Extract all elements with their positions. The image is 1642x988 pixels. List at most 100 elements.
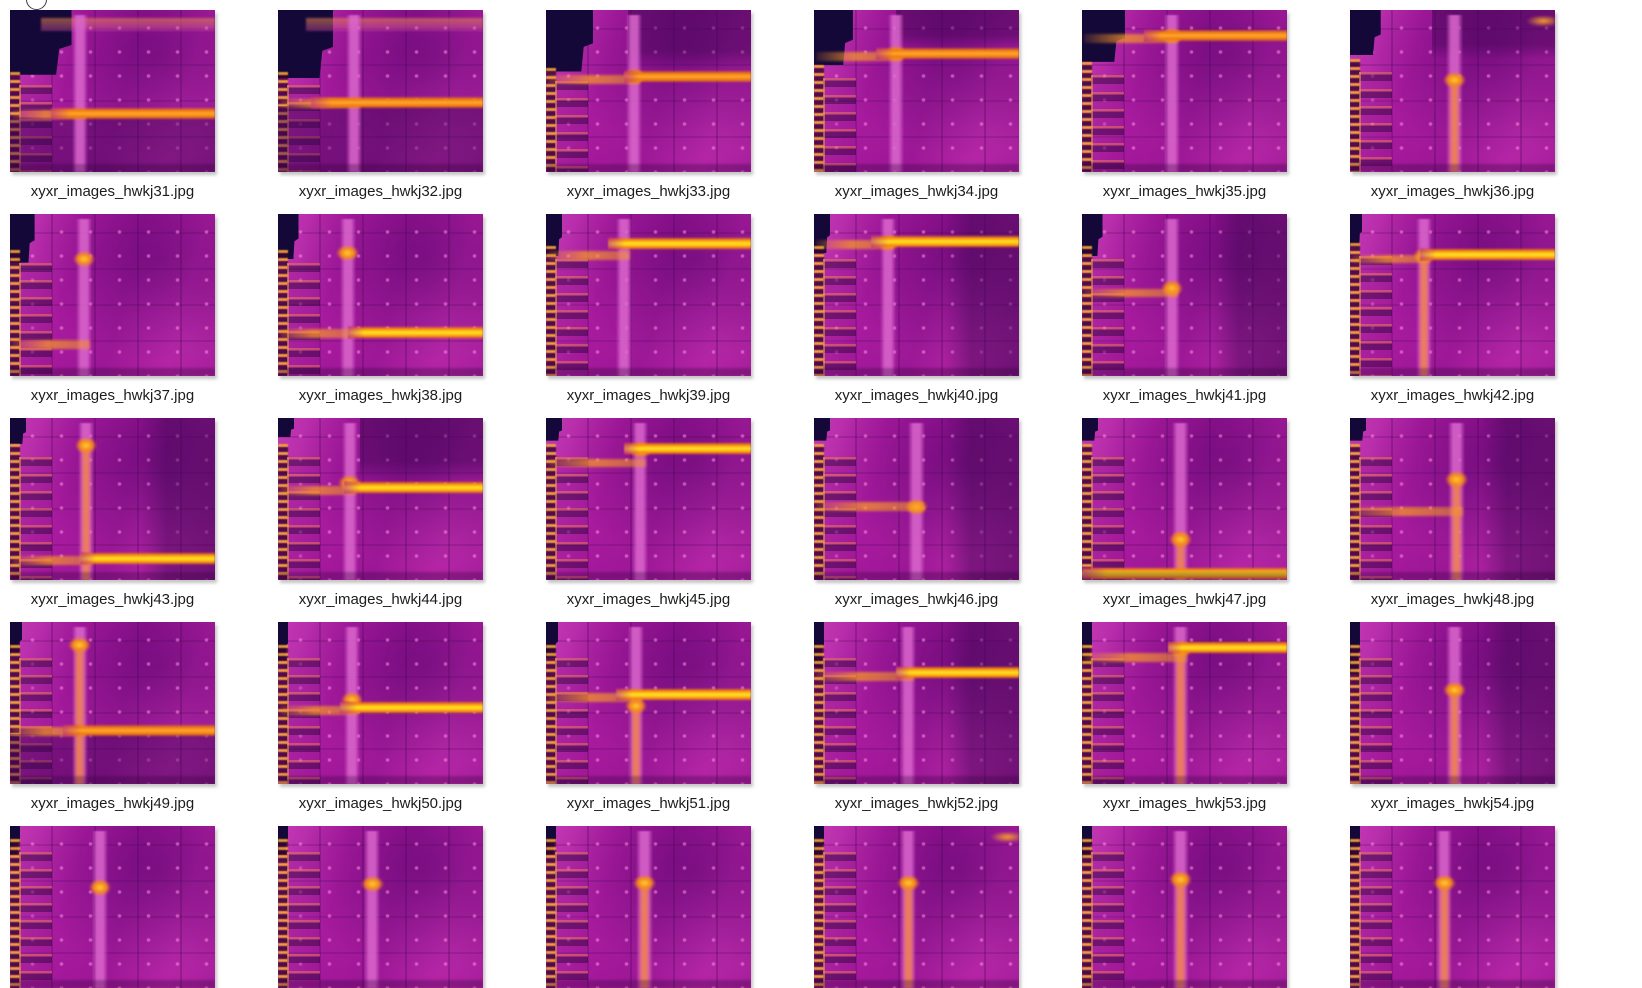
left-building bbox=[1091, 657, 1124, 784]
file-item[interactable] bbox=[10, 826, 215, 988]
file-item[interactable]: xyxr_images_hwkj42.jpg bbox=[1350, 214, 1555, 404]
left-building bbox=[555, 851, 588, 988]
sky-region bbox=[546, 418, 563, 441]
dark-zone bbox=[628, 10, 751, 69]
file-item[interactable]: xyxr_images_hwkj48.jpg bbox=[1350, 418, 1555, 608]
left-stripe-segment bbox=[280, 486, 356, 495]
ladder-strip bbox=[10, 644, 21, 784]
thermal-thumbnail bbox=[546, 826, 751, 988]
bottom-shade bbox=[1350, 571, 1555, 580]
pillar-cap-hotspot bbox=[361, 876, 384, 893]
file-item[interactable]: xyxr_images_hwkj32.jpg bbox=[278, 10, 483, 200]
pillar-band bbox=[1436, 830, 1453, 988]
sky-region bbox=[1350, 10, 1381, 56]
ladder-strip bbox=[1082, 443, 1093, 580]
pillar-hot-glow bbox=[629, 700, 643, 784]
ladder-strip bbox=[1350, 644, 1361, 784]
left-stripe-segment bbox=[1084, 34, 1179, 44]
file-item[interactable]: xyxr_images_hwkj49.jpg bbox=[10, 622, 215, 812]
pillar-band bbox=[887, 14, 905, 172]
left-stripe-segment bbox=[12, 555, 92, 565]
pillar-band bbox=[71, 14, 88, 172]
file-item[interactable] bbox=[546, 826, 751, 988]
file-item[interactable] bbox=[1350, 826, 1555, 988]
dark-zone bbox=[896, 10, 1019, 46]
cornice-band bbox=[305, 18, 483, 32]
file-item[interactable] bbox=[278, 826, 483, 988]
ladder-strip bbox=[278, 249, 289, 376]
pillar-band bbox=[1164, 14, 1181, 172]
file-item[interactable]: xyxr_images_hwkj43.jpg bbox=[10, 418, 215, 608]
file-name: xyxr_images_hwkj50.jpg bbox=[298, 795, 463, 812]
file-item[interactable]: xyxr_images_hwkj53.jpg bbox=[1082, 622, 1287, 812]
thermal-stripe bbox=[871, 235, 1019, 248]
file-item[interactable]: xyxr_images_hwkj41.jpg bbox=[1082, 214, 1287, 404]
left-stripe-segment bbox=[548, 693, 643, 703]
thermal-thumbnail bbox=[1082, 418, 1287, 580]
pillar-cap-hotspot bbox=[1169, 531, 1192, 548]
file-item[interactable]: xyxr_images_hwkj47.jpg bbox=[1082, 418, 1287, 608]
file-item[interactable]: xyxr_images_hwkj37.jpg bbox=[10, 214, 215, 404]
pillar-hot-glow bbox=[1448, 685, 1461, 784]
left-stripe-segment bbox=[1084, 652, 1187, 662]
thermal-thumbnail bbox=[546, 214, 751, 376]
bottom-shade bbox=[546, 775, 751, 784]
left-stripe-segment bbox=[1352, 507, 1463, 516]
file-name: xyxr_images_hwkj39.jpg bbox=[566, 387, 731, 404]
sky-region bbox=[278, 418, 295, 438]
pillar-band bbox=[339, 218, 356, 376]
file-item[interactable]: xyxr_images_hwkj51.jpg bbox=[546, 622, 751, 812]
file-name: xyxr_images_hwkj31.jpg bbox=[30, 183, 195, 200]
ladder-strip bbox=[10, 838, 21, 988]
bottom-shade bbox=[278, 979, 483, 988]
file-item[interactable]: xyxr_images_hwkj52.jpg bbox=[814, 622, 1019, 812]
thermal-stripe bbox=[615, 688, 751, 702]
thermal-thumbnail bbox=[814, 10, 1019, 172]
thermal-thumbnail bbox=[10, 214, 215, 376]
file-item[interactable]: xyxr_images_hwkj33.jpg bbox=[546, 10, 751, 200]
file-item[interactable]: xyxr_images_hwkj44.jpg bbox=[278, 418, 483, 608]
thermal-thumbnail bbox=[814, 418, 1019, 580]
file-item[interactable]: xyxr_images_hwkj45.jpg bbox=[546, 418, 751, 608]
file-item[interactable]: xyxr_images_hwkj36.jpg bbox=[1350, 10, 1555, 200]
left-building bbox=[287, 456, 320, 580]
pillar-cap-hotspot bbox=[1445, 471, 1468, 488]
pillar-band bbox=[75, 218, 92, 376]
pillar-hot-glow bbox=[1450, 474, 1463, 580]
file-item[interactable]: xyxr_images_hwkj40.jpg bbox=[814, 214, 1019, 404]
file-item[interactable]: xyxr_images_hwkj54.jpg bbox=[1350, 622, 1555, 812]
thermal-stripe bbox=[343, 481, 483, 495]
file-item[interactable]: xyxr_images_hwkj34.jpg bbox=[814, 10, 1019, 200]
left-building bbox=[1359, 851, 1392, 988]
bottom-shade bbox=[546, 571, 751, 580]
bottom-shade bbox=[814, 367, 1019, 376]
pillar-band bbox=[77, 422, 95, 580]
file-name: xyxr_images_hwkj45.jpg bbox=[566, 591, 731, 608]
thermal-thumbnail bbox=[1082, 622, 1287, 784]
thermal-thumbnail bbox=[278, 10, 483, 172]
bottom-shade bbox=[1350, 775, 1555, 784]
file-name: xyxr_images_hwkj43.jpg bbox=[30, 591, 195, 608]
file-item[interactable]: xyxr_images_hwkj50.jpg bbox=[278, 622, 483, 812]
file-item[interactable] bbox=[814, 826, 1019, 988]
ladder-strip bbox=[1082, 246, 1093, 376]
file-item[interactable] bbox=[1082, 826, 1287, 988]
dark-zone bbox=[945, 418, 1019, 580]
left-stripe-segment bbox=[548, 251, 631, 261]
left-stripe-segment bbox=[816, 52, 903, 62]
ladder-strip bbox=[1350, 838, 1361, 988]
dark-zone bbox=[10, 733, 215, 784]
file-item[interactable]: xyxr_images_hwkj31.jpg bbox=[10, 10, 215, 200]
bottom-shade bbox=[1350, 979, 1555, 988]
bottom-shade bbox=[1082, 571, 1287, 580]
file-item[interactable]: xyxr_images_hwkj35.jpg bbox=[1082, 10, 1287, 200]
bottom-shade bbox=[10, 979, 215, 988]
file-item[interactable]: xyxr_images_hwkj46.jpg bbox=[814, 418, 1019, 608]
file-item[interactable]: xyxr_images_hwkj38.jpg bbox=[278, 214, 483, 404]
file-item[interactable]: xyxr_images_hwkj39.jpg bbox=[546, 214, 751, 404]
pillar-band bbox=[1446, 626, 1463, 784]
thermal-thumbnail bbox=[1350, 214, 1555, 376]
pillar-band bbox=[900, 830, 917, 988]
pillar-hot-glow bbox=[902, 878, 915, 988]
file-name: xyxr_images_hwkj41.jpg bbox=[1102, 387, 1267, 404]
